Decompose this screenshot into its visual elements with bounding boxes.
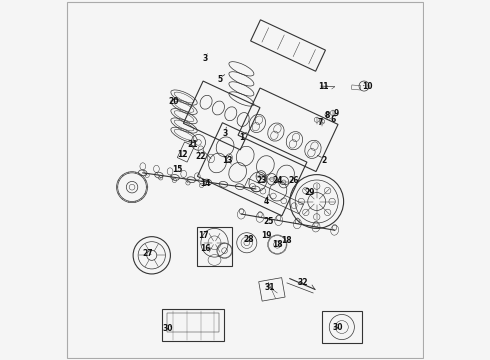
Bar xyxy=(259,278,285,301)
Text: 8: 8 xyxy=(325,111,330,120)
Text: 29: 29 xyxy=(304,188,315,197)
Bar xyxy=(244,179,304,214)
Text: 17: 17 xyxy=(198,231,209,240)
Text: 19: 19 xyxy=(261,231,272,240)
Text: 9: 9 xyxy=(334,109,339,118)
Text: 25: 25 xyxy=(263,217,273,226)
Text: 16: 16 xyxy=(200,244,211,253)
Bar xyxy=(322,311,362,343)
Text: 22: 22 xyxy=(195,152,205,161)
Text: 3: 3 xyxy=(203,54,208,63)
Text: 26: 26 xyxy=(288,176,299,185)
Text: 15: 15 xyxy=(172,165,182,174)
Bar xyxy=(162,310,224,341)
Text: 32: 32 xyxy=(297,278,308,287)
Bar xyxy=(183,81,260,150)
Text: 18: 18 xyxy=(281,237,292,246)
Text: 2: 2 xyxy=(321,156,326,165)
Text: 28: 28 xyxy=(243,235,254,244)
Bar xyxy=(167,312,219,332)
Text: 30: 30 xyxy=(163,324,173,333)
Text: 1: 1 xyxy=(239,133,244,142)
Text: 12: 12 xyxy=(177,150,188,159)
Bar xyxy=(250,20,325,71)
Text: 14: 14 xyxy=(200,179,211,188)
Text: 27: 27 xyxy=(143,249,153,258)
Bar xyxy=(197,226,232,266)
Text: 21: 21 xyxy=(188,140,198,149)
Text: 18: 18 xyxy=(272,240,283,249)
Text: 11: 11 xyxy=(318,82,329,91)
Text: 10: 10 xyxy=(362,82,372,91)
Text: 23: 23 xyxy=(256,176,267,185)
Bar xyxy=(238,88,338,172)
Text: 3: 3 xyxy=(222,129,228,138)
Text: 4: 4 xyxy=(264,197,269,206)
Bar xyxy=(197,123,307,216)
Text: 6: 6 xyxy=(330,114,336,123)
Text: 31: 31 xyxy=(265,283,275,292)
Text: 13: 13 xyxy=(222,156,232,165)
Bar xyxy=(351,85,361,90)
Text: 20: 20 xyxy=(168,96,178,105)
Text: 24: 24 xyxy=(272,176,283,185)
Text: 30: 30 xyxy=(333,323,343,332)
Text: 5: 5 xyxy=(218,75,222,84)
Text: 7: 7 xyxy=(318,118,323,127)
Bar xyxy=(177,142,195,162)
